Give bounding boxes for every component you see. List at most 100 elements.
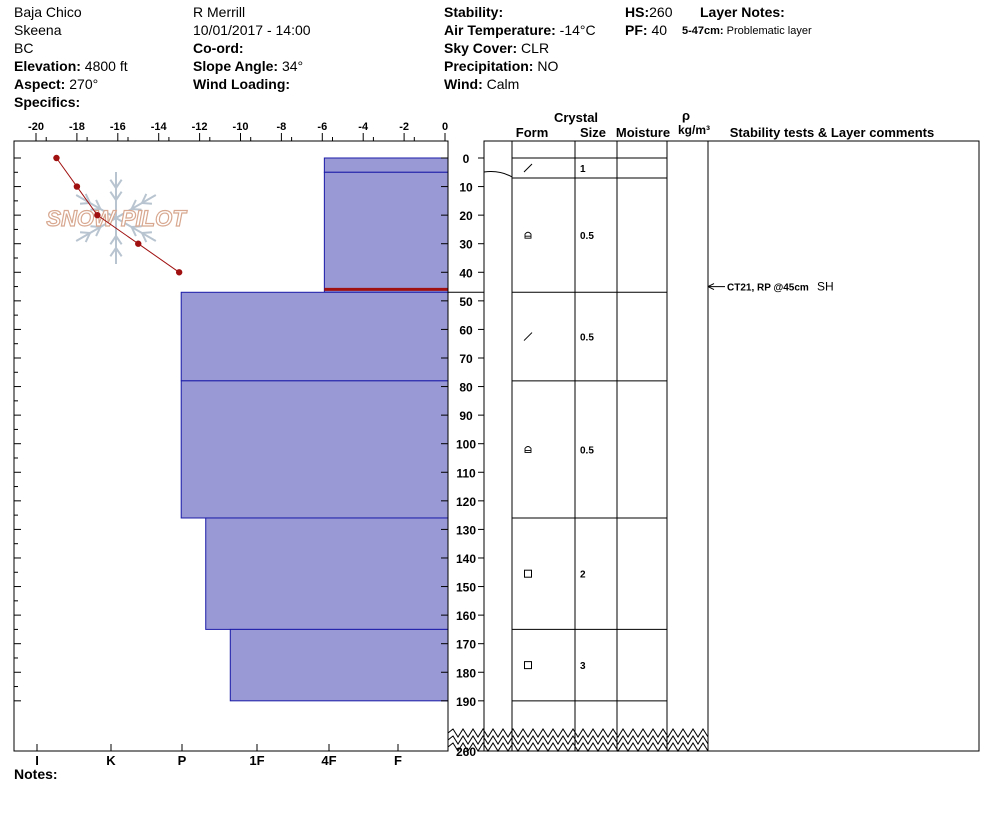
depth-tick-label: 160 <box>456 609 476 623</box>
break-zigzag <box>447 735 709 745</box>
flake-branch <box>109 247 117 257</box>
grain-size-value: 3 <box>580 661 586 672</box>
wind-label: Wind: <box>444 76 483 92</box>
temperature-point <box>94 211 101 219</box>
flake-arm <box>75 217 117 242</box>
snow-layer <box>180 291 449 382</box>
location-name: Baja Chico <box>14 4 82 20</box>
flake-branch <box>90 208 101 211</box>
depth-tick-label: 70 <box>459 352 473 366</box>
form-header: Form <box>516 125 549 140</box>
flake-branch <box>131 208 142 211</box>
crystal-header: Crystal <box>554 110 598 125</box>
density-unit-header: kg/m³ <box>678 123 710 137</box>
sky-value: CLR <box>521 40 550 56</box>
layer-note-text: Problematic layer <box>726 25 812 37</box>
grain-size-value: 0.5 <box>580 445 594 456</box>
range-name: Skeena <box>14 22 62 38</box>
flake-branch <box>79 231 91 234</box>
precip-value: NO <box>537 58 559 74</box>
grain-size-value: 2 <box>580 570 586 581</box>
slope-label: Slope Angle: <box>193 58 279 74</box>
temperature-point <box>73 183 81 190</box>
flake-branch <box>95 226 102 237</box>
precip-label: Precipitation: <box>444 58 534 74</box>
slope-value: 34° <box>281 58 304 74</box>
depth-tick-label: 40 <box>459 266 473 280</box>
stability-header: Stability tests & Layer comments <box>730 125 934 140</box>
hardness-label: 4F <box>321 753 336 768</box>
air-temp-value: -14°C <box>559 22 596 38</box>
flake-branch <box>95 199 102 210</box>
layer-notes-field: Layer Notes: <box>700 3 785 21</box>
depth-tick-label: 80 <box>459 381 473 395</box>
air-temp-label: Air Temperature: <box>444 22 556 38</box>
flake-arm <box>115 194 157 219</box>
snow-layer <box>323 157 449 173</box>
depth-tick-label: 20 <box>459 209 473 223</box>
wind-loading-label: Wind Loading: <box>193 76 291 92</box>
temperature-point <box>135 240 142 247</box>
test-shear: SH <box>817 280 834 294</box>
depth-tick-label: 140 <box>456 552 476 566</box>
flake-branch <box>115 235 123 245</box>
elevation-value: 4800 ft <box>84 58 128 74</box>
temp-tick-label: 0 <box>442 121 448 133</box>
flake-branch <box>141 231 153 234</box>
break-zigzag <box>447 728 709 738</box>
snowpilot-logo: SNOW PILOT <box>46 172 188 264</box>
wind-loading-field: Wind Loading: <box>193 75 290 93</box>
test-result: CT21, RP @45cm <box>727 283 809 294</box>
grain-form-icon <box>524 661 532 670</box>
grain-form-icon <box>523 332 533 341</box>
flake-branch <box>130 226 137 237</box>
depth-tick-label: 0 <box>463 152 470 166</box>
temp-tick-label: -2 <box>399 121 409 133</box>
temp-tick-label: -8 <box>277 121 287 133</box>
pf-field: PF: 40 <box>625 21 667 39</box>
size-header: Size <box>580 125 606 140</box>
flake-branch <box>141 232 148 243</box>
wind-field: Wind: Calm <box>444 75 519 93</box>
temp-tick-label: -6 <box>317 121 327 133</box>
precip-field: Precipitation: NO <box>444 57 558 75</box>
flake-branch <box>115 191 123 201</box>
air-temp-field: Air Temperature: -14°C <box>444 21 596 39</box>
depth-tick-label: 30 <box>459 238 473 252</box>
layer-note: 5-47cm: Problematic layer <box>682 22 812 40</box>
specifics-label: Specifics: <box>14 94 81 110</box>
depth-tick-label: 260 <box>456 745 476 759</box>
sky-label: Sky Cover: <box>444 40 518 56</box>
grain-form-icon <box>524 569 532 578</box>
grain-form-icon <box>523 163 533 173</box>
moisture-header: Moisture <box>616 125 670 140</box>
aspect-label: Aspect: <box>14 76 66 92</box>
temp-tick-label: -4 <box>358 121 369 133</box>
temperature-point <box>53 154 60 162</box>
stability-field: Stability: <box>444 3 503 21</box>
grain-size-value: 0.5 <box>580 231 594 242</box>
flake-branch <box>109 235 117 245</box>
wind-value: Calm <box>486 76 520 92</box>
hardness-label: 1F <box>249 753 264 768</box>
flake-branch <box>84 193 91 204</box>
temp-tick-label: -10 <box>233 121 249 133</box>
temp-tick-label: -14 <box>151 121 168 133</box>
aspect-field: Aspect: 270° <box>14 75 98 93</box>
depth-tick-label: 130 <box>456 523 476 537</box>
flake-branch <box>130 199 137 210</box>
grain-form-icon <box>524 445 532 453</box>
flake-branch <box>131 225 142 228</box>
depth-tick-label: 50 <box>459 295 473 309</box>
depth-tick-label: 100 <box>456 438 476 452</box>
hardness-label: P <box>178 753 187 768</box>
depth-tick-label: 120 <box>456 495 476 509</box>
specifics-field: Specifics: <box>14 93 80 111</box>
flake-arm <box>115 217 157 242</box>
grain-size-value: 1 <box>580 164 586 175</box>
layer-connector <box>483 171 513 178</box>
state-name: BC <box>14 40 34 56</box>
coord-label: Co-ord: <box>193 40 244 56</box>
sky-field: Sky Cover: CLR <box>444 39 549 57</box>
flake-branch <box>141 193 148 204</box>
